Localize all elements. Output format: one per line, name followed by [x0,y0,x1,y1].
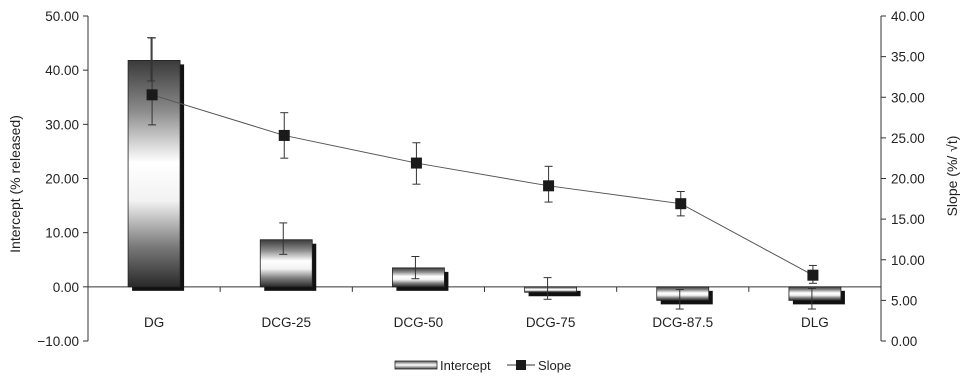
left-tick-label: −10.00 [37,334,79,349]
right-tick-label: 20.00 [891,172,925,187]
right-axis: 40.00 35.00 30.00 25.00 20.00 15.00 10.00 5.00 0… [880,9,925,349]
slope-error-bar [148,37,157,126]
legend-slope-label: Slope [538,358,571,373]
category-label: DCG-25 [261,315,311,330]
slope-line [151,94,814,276]
x-axis [88,286,881,292]
left-tick-label: 20.00 [45,172,79,187]
bar-face [524,286,577,293]
slope-point [410,157,422,169]
slope-point [146,89,158,101]
category-label: DG [144,315,164,330]
bar-face [656,286,710,301]
left-axis-title: Intercept (% released) [7,115,23,253]
bar-face [392,267,445,288]
intercept-bars [127,60,845,305]
slope-point [278,129,290,141]
right-tick-label: 15.00 [891,212,925,227]
left-axis: 50.00 40.00 30.00 20.00 10.00 0.00 −10.00 [37,9,89,349]
slope-series [146,37,819,284]
intercept-error-bar [411,256,420,280]
slope-point [807,269,819,281]
intercept-bar [392,267,449,291]
intercept-error-bar [807,287,816,310]
right-axis-title: Slope (%/ √t) [944,136,960,217]
left-tick-label: 40.00 [45,63,79,78]
right-tick-label: 10.00 [891,253,925,268]
bar-shadow [528,290,581,297]
legend: Intercept Slope [394,358,571,373]
right-tick-label: 35.00 [891,50,925,65]
category-labels: DG DCG-25 DCG-50 DCG-75 DCG-87.5 DLG [144,315,829,330]
intercept-bar [259,239,317,291]
left-tick-label: 10.00 [45,226,79,241]
left-tick-label: 0.00 [53,280,79,295]
right-tick-label: 40.00 [891,9,925,24]
left-tick-label: 50.00 [45,9,79,24]
slope-point [675,198,687,210]
intercept-error-bars [147,37,816,310]
right-tick-label: 25.00 [891,131,925,146]
slope-point [543,180,555,192]
right-tick-label: 5.00 [891,293,917,308]
category-label: DCG-75 [526,315,576,330]
legend-intercept-swatch [394,360,438,370]
legend-intercept-label: Intercept [440,358,491,373]
bar-face [259,239,313,288]
intercept-error-bar [675,289,684,310]
intercept-bar [656,286,713,305]
right-tick-label: 0.00 [891,334,917,349]
intercept-bar [524,286,581,297]
intercept-error-bar [279,222,288,255]
intercept-error-bar [543,277,552,300]
legend-slope-marker [516,360,526,370]
right-tick-label: 30.00 [891,90,925,105]
intercept-bar [788,286,845,305]
category-label: DCG-87.5 [652,315,713,330]
bar-face [788,286,842,301]
category-label: DCG-50 [394,315,444,330]
category-label: DLG [801,315,829,330]
left-tick-label: 30.00 [45,117,79,132]
